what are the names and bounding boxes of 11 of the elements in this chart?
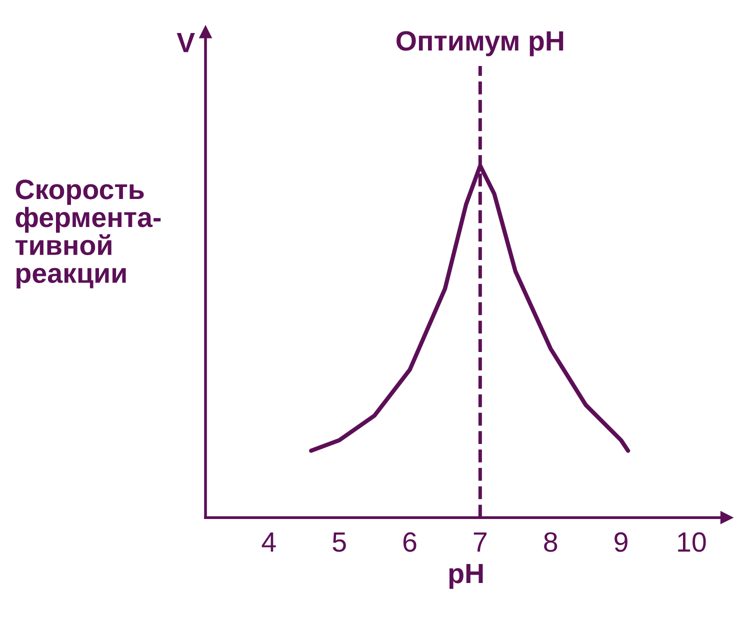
x-tick-label: 7 (474, 532, 487, 552)
y-axis-title: V (176, 32, 195, 52)
x-tick-label: 10 (678, 532, 706, 552)
x-tick-label: 8 (544, 532, 558, 552)
x-tick-label: 9 (614, 532, 628, 552)
ref-line-label: Оптимум pH (396, 31, 564, 56)
x-tick-label: 4 (262, 532, 276, 552)
text: Скорость фермента- тивной реакции (15, 180, 161, 289)
x-axis-title: pH (449, 564, 483, 589)
x-tick-label: 6 (403, 532, 416, 552)
x-tick-label: 5 (332, 532, 346, 552)
